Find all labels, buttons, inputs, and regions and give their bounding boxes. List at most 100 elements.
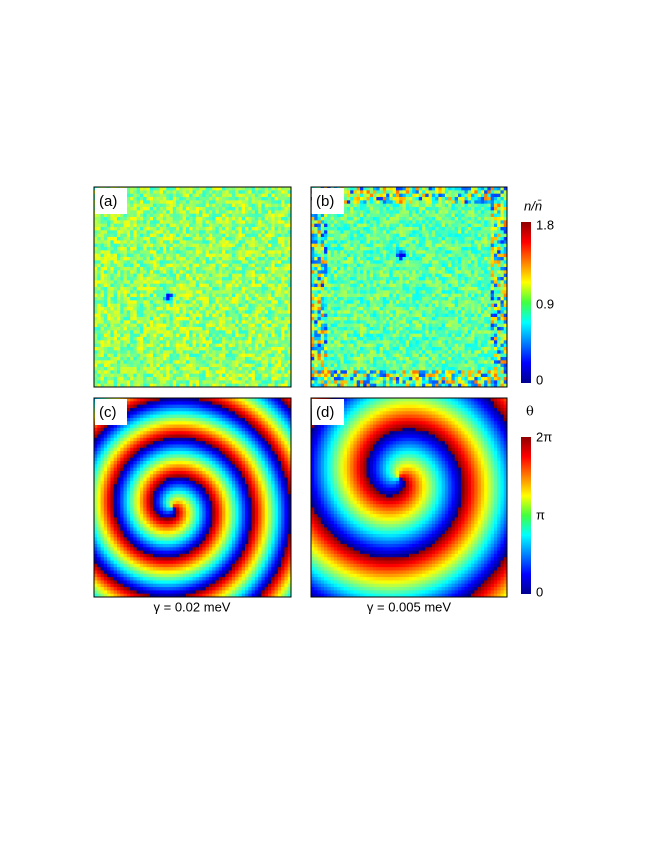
pixel [107, 370, 111, 375]
pixel [251, 277, 256, 281]
pixel [317, 230, 322, 235]
pixel [110, 263, 115, 268]
pixel [241, 213, 246, 218]
pixel [340, 353, 345, 358]
pixel [189, 283, 193, 288]
pixel [281, 217, 285, 221]
pixel [215, 197, 220, 201]
pixel [379, 200, 384, 205]
pixel [245, 383, 249, 388]
pixel [215, 193, 220, 198]
pixel [369, 253, 374, 258]
pixel [133, 217, 138, 221]
pixel [116, 373, 121, 378]
pixel [153, 333, 157, 338]
pixel [212, 270, 216, 275]
pixel [251, 350, 256, 355]
pixel [245, 333, 249, 338]
pixel [166, 333, 170, 338]
pixel [116, 347, 121, 351]
pixel [136, 373, 141, 378]
pixel [149, 207, 154, 211]
pixel [277, 220, 282, 225]
pixel [254, 313, 259, 318]
pixel [107, 350, 111, 355]
pixel [320, 330, 325, 335]
pixel [185, 293, 190, 298]
pixel [146, 283, 151, 288]
pixel [337, 303, 341, 308]
pixel [195, 327, 200, 331]
pixel [153, 267, 157, 271]
pixel [271, 240, 275, 245]
pixel [311, 270, 315, 275]
pixel [130, 260, 134, 265]
pixel [222, 373, 226, 378]
pixel [241, 267, 246, 271]
pixel [97, 383, 101, 388]
pixel [215, 373, 220, 378]
pixel [120, 343, 124, 348]
pixel [320, 327, 325, 331]
pixel [320, 340, 325, 345]
pixel [116, 333, 121, 338]
pixel [100, 293, 105, 298]
pixel [317, 243, 322, 248]
pixel [205, 250, 210, 255]
pixel [130, 320, 134, 325]
pixel [330, 373, 335, 378]
pixel [169, 330, 174, 335]
pixel [162, 223, 167, 228]
pixel [287, 313, 292, 318]
pixel [139, 237, 144, 241]
pixel [261, 237, 266, 241]
pixel [192, 317, 197, 321]
pixel [327, 373, 331, 378]
pixel [116, 330, 121, 335]
pixel [324, 340, 328, 345]
pixel [212, 277, 216, 281]
pixel [169, 347, 174, 351]
pixel [225, 230, 230, 235]
pixel [254, 353, 259, 358]
pixel [271, 290, 275, 295]
pixel [314, 370, 318, 375]
pixel [218, 190, 223, 195]
pixel [192, 200, 197, 205]
pixel [159, 333, 164, 338]
pixel [376, 210, 380, 215]
pixel [94, 213, 98, 218]
pixel [238, 210, 243, 215]
pixel [281, 283, 285, 288]
pixel [311, 230, 315, 235]
pixel [343, 337, 348, 341]
pixel [356, 303, 361, 308]
pixel [356, 317, 361, 321]
pixel [100, 320, 105, 325]
pixel [366, 350, 371, 355]
pixel [199, 377, 203, 381]
pixel [324, 293, 328, 298]
pixel [311, 303, 315, 308]
pixel [376, 270, 380, 275]
pixel [126, 260, 131, 265]
pixel [251, 303, 256, 308]
pixel [192, 363, 197, 368]
pixel [103, 300, 108, 305]
pixel [179, 367, 184, 371]
pixel [268, 317, 272, 321]
pixel [287, 267, 292, 271]
pixel [281, 300, 285, 305]
pixel [327, 383, 331, 388]
pixel [208, 303, 213, 308]
pixel [238, 303, 243, 308]
pixel [287, 200, 292, 205]
pixel [182, 250, 187, 255]
pixel [126, 237, 131, 241]
pixel [192, 267, 197, 271]
pixel [185, 383, 190, 388]
pixel [100, 270, 105, 275]
pixel [202, 207, 207, 211]
pixel [264, 380, 269, 385]
pixel [103, 327, 108, 331]
